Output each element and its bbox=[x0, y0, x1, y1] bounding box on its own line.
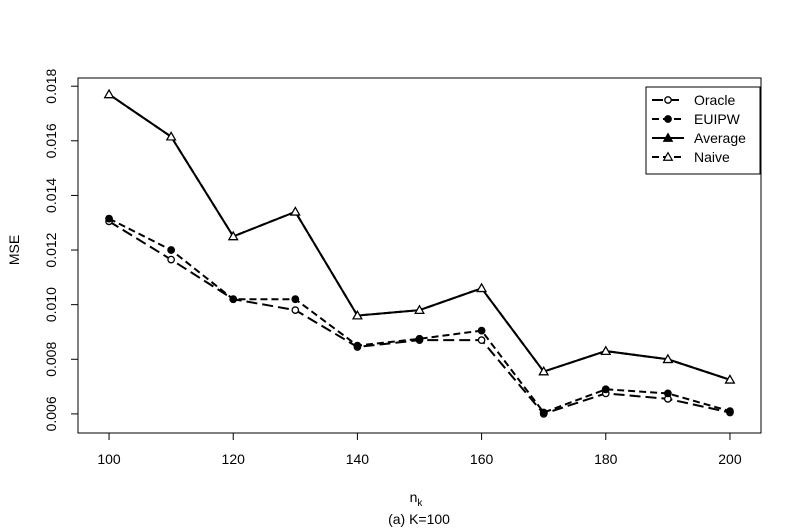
legend-item-naive: Naive bbox=[652, 149, 730, 165]
data-point-euipw bbox=[601, 385, 610, 394]
data-point-euipw bbox=[477, 326, 486, 335]
data-point-naive bbox=[662, 353, 674, 364]
legend-item-average: Average bbox=[652, 130, 746, 146]
x-axis-label-subscript: k bbox=[417, 498, 423, 509]
data-point-oracle bbox=[477, 336, 486, 345]
x-axis-label-main: n bbox=[410, 489, 418, 505]
data-point-euipw bbox=[229, 295, 238, 304]
x-axis-label: nk bbox=[410, 489, 424, 509]
data-point-oracle bbox=[291, 306, 300, 314]
series-line-euipw bbox=[108, 217, 731, 414]
data-point-naive bbox=[352, 310, 363, 320]
x-tick-label: 200 bbox=[718, 451, 742, 467]
data-point-naive bbox=[538, 366, 550, 376]
legend-label: Average bbox=[694, 130, 746, 146]
legend-item-oracle: Oracle bbox=[652, 92, 735, 108]
x-tick-label: 120 bbox=[222, 451, 246, 467]
data-point-naive bbox=[103, 88, 115, 99]
x-tick-label: 160 bbox=[470, 451, 494, 467]
legend-item-euipw: EUIPW bbox=[652, 111, 741, 127]
data-point-euipw bbox=[353, 341, 362, 350]
legend: Oracle EUIPW Average Naive bbox=[645, 86, 761, 175]
data-point-oracle bbox=[167, 255, 175, 264]
data-point-naive bbox=[476, 282, 487, 293]
legend-marker bbox=[662, 151, 674, 161]
y-tick-label: 0.014 bbox=[43, 178, 59, 213]
data-point-euipw bbox=[539, 408, 548, 417]
legend-marker bbox=[662, 132, 674, 142]
legend-label: Oracle bbox=[694, 92, 735, 108]
legend-label: EUIPW bbox=[694, 111, 741, 127]
data-point-euipw bbox=[291, 295, 300, 304]
data-point-naive bbox=[289, 206, 301, 216]
data-point-naive bbox=[414, 304, 425, 314]
chart-caption: (a) K=100 bbox=[388, 511, 450, 527]
y-tick-label: 0.012 bbox=[43, 232, 59, 267]
series-euipw bbox=[105, 214, 734, 417]
data-point-euipw bbox=[663, 389, 672, 398]
data-point-naive bbox=[165, 131, 177, 141]
series-layer bbox=[103, 88, 736, 418]
legend-marker bbox=[664, 96, 672, 104]
series-oracle bbox=[105, 217, 734, 418]
legend-marker bbox=[664, 115, 672, 123]
y-axis-label: MSE bbox=[6, 235, 22, 265]
x-axis: 100 120 140 160 180 200 bbox=[97, 432, 742, 467]
y-tick-label: 0.008 bbox=[43, 342, 59, 377]
x-tick-label: 180 bbox=[594, 451, 618, 467]
data-point-naive bbox=[600, 345, 612, 355]
data-point-naive bbox=[227, 230, 239, 241]
y-tick-label: 0.018 bbox=[43, 68, 59, 103]
y-tick-label: 0.010 bbox=[43, 287, 59, 322]
data-point-euipw bbox=[167, 246, 176, 254]
series-line-oracle bbox=[108, 220, 731, 416]
y-axis: 0.006 0.008 0.010 0.012 0.014 0.016 0.018 bbox=[43, 68, 79, 431]
series-naive bbox=[103, 88, 736, 384]
x-tick-label: 100 bbox=[97, 451, 121, 467]
data-point-euipw bbox=[726, 407, 734, 416]
data-point-euipw bbox=[105, 214, 113, 223]
legend-label: Naive bbox=[694, 149, 730, 165]
data-point-euipw bbox=[415, 334, 424, 343]
y-tick-label: 0.016 bbox=[43, 123, 59, 158]
data-point-naive bbox=[724, 374, 736, 384]
x-tick-label: 140 bbox=[346, 451, 370, 467]
y-tick-label: 0.006 bbox=[43, 396, 59, 431]
